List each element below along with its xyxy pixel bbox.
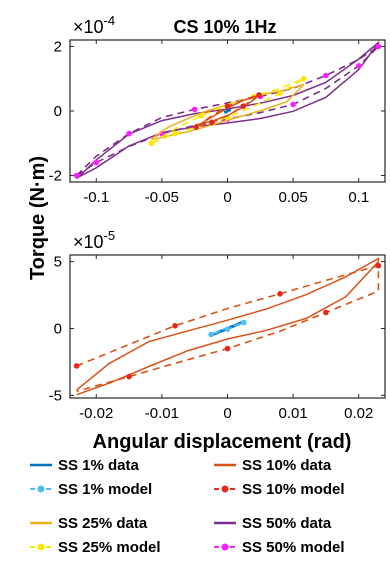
legend-item: SS 25% data (30, 515, 148, 532)
top-ss50_model-point (323, 72, 329, 79)
bottom-ss10_model-point (375, 262, 382, 269)
legend-label: SS 10% data (242, 457, 332, 474)
legend-item: SS 1% data (30, 457, 140, 474)
bottom-exponent-base: ×10 (73, 232, 104, 252)
bottom-y-tick-label: 0 (54, 321, 62, 338)
top-ss10_model-point (240, 103, 247, 109)
bottom-panel: ×10-5 -0.02 -0.01 0 0.01 0.02-505 (49, 228, 386, 422)
legend-label: SS 10% model (242, 481, 345, 498)
legend-marker-swatch (37, 543, 45, 551)
top-ss25_model-point (148, 140, 155, 147)
bottom-x-tick-label: 0 (223, 405, 231, 422)
top-ss50_model-point (375, 43, 382, 50)
svg-text:×10-5: ×10-5 (73, 228, 115, 252)
top-x-tick-label: 0.1 (348, 189, 369, 206)
top-ss50_model-point (93, 159, 99, 166)
legend-label: SS 50% data (242, 515, 332, 532)
top-series-group (73, 40, 382, 180)
legend-item: SS 50% data (214, 515, 332, 532)
bottom-exponent-power: -5 (104, 228, 116, 243)
top-ticks-group: -0.1 -0.05 0 0.05 0.1 -2 0 2 (49, 38, 385, 206)
bottom-exponent-label: ×10-5 (73, 228, 115, 252)
bottom-x-tick-label: 0.01 (279, 405, 308, 422)
legend-item: SS 50% model (214, 539, 345, 556)
top-exponent-power: -4 (104, 13, 116, 28)
bottom-ss10_model-point (172, 323, 178, 329)
bottom-clip-group (73, 257, 382, 396)
top-ss10_model-point (193, 124, 199, 130)
legend-label: SS 50% model (242, 539, 345, 556)
top-ss50_model-point (126, 130, 132, 137)
legend-item: SS 25% model (30, 539, 161, 556)
chart-title: CS 10% 1Hz (173, 17, 276, 37)
y-axis-label: Torque (N·m) (27, 156, 49, 280)
legend-marker-swatch (221, 485, 229, 493)
legend-label: SS 25% model (58, 539, 161, 556)
legend-item: SS 10% data (214, 457, 332, 474)
top-ss10_model-point (224, 103, 231, 109)
bottom-ss10_model-point (323, 309, 329, 316)
bottom-ss10_model-point (126, 373, 132, 380)
bottom-y-tick-label: -5 (49, 387, 62, 404)
bottom-ss1_model-point (208, 331, 214, 338)
bottom-y-tick-label: 5 (54, 254, 62, 271)
legend-label: SS 25% data (58, 515, 148, 532)
legend-item: SS 1% model (30, 481, 152, 498)
top-x-tick-label: 0.05 (279, 189, 308, 206)
top-ss10_model-point (256, 92, 262, 98)
top-ss50_model-point (73, 172, 80, 179)
top-y-tick-label: 2 (54, 38, 62, 55)
top-ss10_model-dashed-line (195, 94, 260, 128)
top-ss50_model-point (191, 106, 198, 113)
top-x-tick-label: -0.1 (83, 189, 109, 206)
bottom-ss10-line (76, 257, 380, 396)
legend-label: SS 1% data (58, 457, 140, 474)
bottom-ss1_model-point (224, 326, 231, 333)
bottom-ss10_model-point (277, 291, 283, 297)
bottom-ticks-group: -0.02 -0.01 0 0.01 0.02 -5 0 5 (49, 254, 385, 422)
bottom-ss1_model-point (241, 319, 247, 326)
top-y-tick-label: -2 (49, 168, 62, 185)
bottom-x-tick-label: -0.02 (79, 405, 113, 422)
top-ss50_model-point (290, 101, 296, 108)
top-ss25_model-point (300, 75, 307, 82)
top-exponent-label: ×10-4 (73, 13, 115, 37)
svg-text:×10-4: ×10-4 (73, 13, 115, 37)
bottom-series-group (73, 257, 382, 396)
legend-marker-swatch (37, 485, 45, 493)
top-clip-group (73, 40, 382, 180)
bottom-x-tick-label: 0.02 (344, 405, 373, 422)
top-panel: ×10-4 -0.1 -0.05 0 0.05 0.1 -2 0 2 (49, 13, 386, 206)
legend: SS 1% data SS 10% data SS 1% model SS 10% m… (30, 457, 345, 556)
top-exponent-base: ×10 (73, 17, 104, 37)
top-x-tick-label: 0 (223, 189, 231, 206)
top-ss25_model-point (172, 130, 178, 137)
top-x-tick-label: -0.05 (145, 189, 179, 206)
bottom-x-tick-label: -0.01 (145, 405, 179, 422)
legend-marker-swatch (221, 543, 229, 551)
top-ss25_model-point (277, 90, 283, 97)
bottom-ss10_model-point (224, 345, 231, 352)
top-ss1-line (223, 108, 232, 114)
top-ss25_model-point (198, 113, 205, 119)
bottom-ss10_model-point (73, 363, 80, 369)
legend-label: SS 1% model (58, 481, 152, 498)
x-axis-label: Angular displacement (rad) (93, 431, 352, 453)
top-ss50_model-point (356, 63, 362, 69)
top-y-tick-label: 0 (54, 103, 62, 120)
top-ss25-line (150, 83, 305, 141)
legend-item: SS 10% model (214, 481, 345, 498)
top-ss10_model-point (209, 119, 215, 126)
